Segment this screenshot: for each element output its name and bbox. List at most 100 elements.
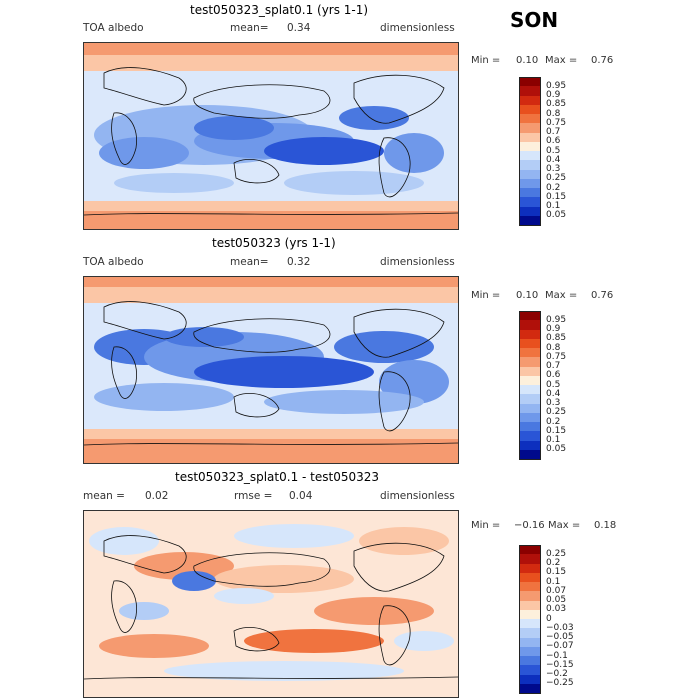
panel-2-mean-label: mean= <box>230 256 269 268</box>
colorbar-swatch <box>519 646 541 657</box>
colorbar-swatch <box>519 197 541 207</box>
panel-1-mean-label: mean= <box>230 22 269 34</box>
colorbar-swatch <box>519 385 541 395</box>
colorbar-tick-label: 0.25 <box>546 548 567 559</box>
panel-1-map-svg <box>84 43 458 229</box>
colorbar-swatch <box>519 123 541 133</box>
panel-1-min-value: 0.10 <box>516 55 539 66</box>
panel-2-mean-value: 0.32 <box>287 256 311 268</box>
colorbar-swatch <box>519 431 541 441</box>
colorbar-tick-label: 0.7 <box>546 361 561 371</box>
colorbar-tick-label: 0.85 <box>546 333 567 344</box>
colorbar-swatch <box>519 338 541 349</box>
colorbar-tick-label: 0.2 <box>546 182 561 193</box>
colorbar-swatch <box>519 169 541 180</box>
panel-3-map <box>83 510 459 698</box>
colorbar-tick-label: 0.9 <box>546 324 561 334</box>
colorbar-swatch <box>519 206 541 217</box>
colorbar-tick-label: 0.25 <box>546 407 567 418</box>
colorbar-tick-label: 0.1 <box>546 435 561 445</box>
panel-2-max-value: 0.76 <box>591 290 614 301</box>
panel-1-units: dimensionless <box>380 22 455 34</box>
colorbar-tick-label: 0.07 <box>546 585 567 596</box>
colorbar-tick-label: 0.8 <box>546 108 561 119</box>
colorbar-swatch <box>519 366 541 377</box>
colorbar-swatch <box>519 132 541 143</box>
panel-1-mean-value: 0.34 <box>287 22 311 34</box>
colorbar-tick-label: −0.03 <box>546 622 574 633</box>
colorbar-tick-label: −0.25 <box>546 678 574 689</box>
colorbar-swatch <box>519 95 541 106</box>
colorbar-swatch <box>519 637 541 648</box>
colorbar-swatch <box>519 563 541 574</box>
colorbar-tick-label: 0.7 <box>546 127 561 137</box>
colorbar-swatch <box>519 591 541 601</box>
colorbar-tick-label: 0.6 <box>546 136 561 147</box>
colorbar-tick-label: −0.05 <box>546 632 574 642</box>
colorbar-tick-label: 0.5 <box>546 379 561 390</box>
colorbar-tick-label: 0.1 <box>546 576 561 587</box>
panel-1-variable-label: TOA albedo <box>83 22 144 34</box>
colorbar-tick-label: 0.6 <box>546 370 561 381</box>
colorbar-tick-label: 0.05 <box>546 444 567 455</box>
panel-1-title: test050323_splat0.1 (yrs 1-1) <box>190 3 369 17</box>
colorbar-tick-label: 0.25 <box>546 173 567 184</box>
panel-3-units: dimensionless <box>380 490 455 502</box>
colorbar-swatch <box>519 104 541 115</box>
panel-2-variable-label: TOA albedo <box>83 256 144 268</box>
colorbar-tick-label: 0.03 <box>546 604 567 615</box>
panel-3-max-label: Max = <box>548 520 581 531</box>
colorbar-tick-label: 0.1 <box>546 201 561 211</box>
colorbar-tick-label: 0.15 <box>546 567 567 578</box>
colorbar-tick-label: 0.85 <box>546 99 567 110</box>
panel-3-max-value: 0.18 <box>594 520 617 531</box>
colorbar-swatch <box>519 674 541 685</box>
colorbar-swatch <box>519 449 541 460</box>
colorbar-swatch <box>519 554 541 564</box>
colorbar-swatch <box>519 357 541 367</box>
colorbar-swatch <box>519 151 541 161</box>
colorbar-tick-label: 0.75 <box>546 117 567 128</box>
colorbar-tick-label: 0.2 <box>546 416 561 427</box>
colorbar-swatch <box>519 656 541 666</box>
panel-3-rmse-value: 0.04 <box>289 490 313 502</box>
colorbar-swatch <box>519 114 541 124</box>
colorbar-tick-label: 0.05 <box>546 210 567 221</box>
colorbar-tick-label: 0.5 <box>546 145 561 156</box>
colorbar-swatch <box>519 609 541 620</box>
colorbar-tick-label: 0.9 <box>546 90 561 100</box>
panel-3-map-svg <box>84 511 458 697</box>
colorbar-tick-label: −0.1 <box>546 650 568 661</box>
panel-3-rmse-label: rmse = <box>234 490 273 502</box>
colorbar-tick-label: 0.95 <box>546 80 567 91</box>
colorbar-tick-label: 0.15 <box>546 425 567 436</box>
colorbar-swatch <box>519 619 541 629</box>
colorbar-tick-label: 0.8 <box>546 342 561 353</box>
panel-1-max-label: Max = <box>545 55 578 66</box>
colorbar-swatch <box>519 403 541 414</box>
colorbar-tick-label: −0.15 <box>546 659 574 670</box>
colorbar-swatch <box>519 628 541 638</box>
colorbar-swatch <box>519 320 541 330</box>
colorbar-swatch <box>519 683 541 694</box>
panel-2-title: test050323 (yrs 1-1) <box>212 236 336 250</box>
panel-1-colorbar: 0.95 0.9 0.85 0.8 0.75 0.7 0.6 0.5 0.4 0.3 0.25 0.2… <box>519 77 589 226</box>
colorbar-tick-label: 0.75 <box>546 351 567 362</box>
panel-3-min-value: −0.16 <box>514 520 545 531</box>
panel-1-map <box>83 42 459 230</box>
colorbar-swatch <box>519 348 541 358</box>
colorbar-swatch <box>519 665 541 675</box>
colorbar-swatch <box>519 600 541 611</box>
colorbar-swatch <box>519 440 541 451</box>
colorbar-tick-label: 0.4 <box>546 154 561 165</box>
panel-2-max-label: Max = <box>545 290 578 301</box>
season-label: SON <box>510 8 559 32</box>
colorbar-tick-label: 0 <box>546 613 552 624</box>
colorbar-swatch <box>519 422 541 432</box>
colorbar-swatch <box>519 160 541 170</box>
panel-2-min-value: 0.10 <box>516 290 539 301</box>
colorbar-swatch <box>519 412 541 423</box>
panel-3-colorbar: 0.25 0.2 0.15 0.1 0.07 0.05 0.03 0 −0.03 −0.05 −0.… <box>519 545 589 694</box>
colorbar-tick-label: 0.3 <box>546 164 561 174</box>
colorbar-tick-label: −0.07 <box>546 641 574 652</box>
